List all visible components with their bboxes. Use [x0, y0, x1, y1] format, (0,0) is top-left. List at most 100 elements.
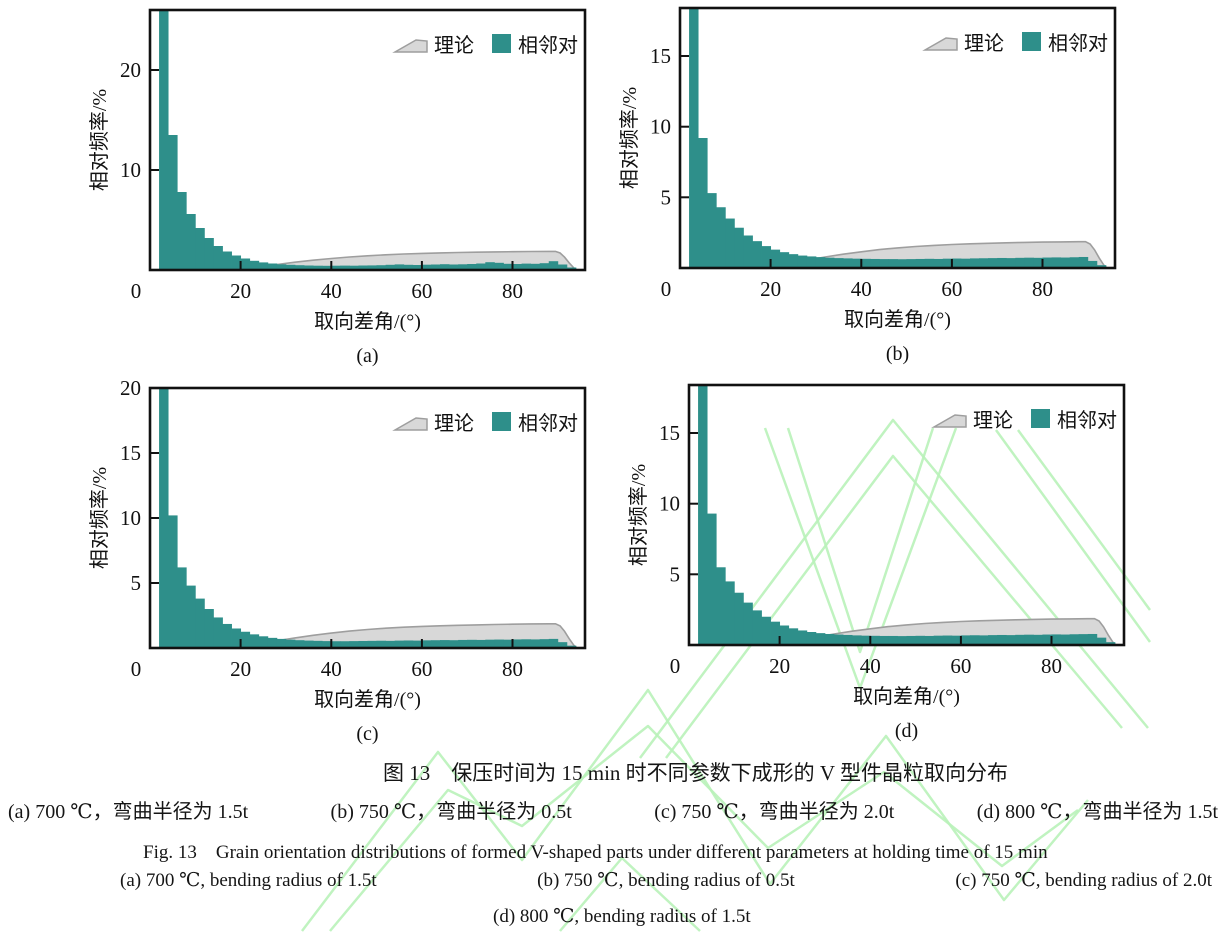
chart-panel-d: 0 20 40 60 80 5 10 15 相对频率/% 取向差角/(°) (d) 理论 相邻对	[627, 383, 1126, 742]
histogram-bar	[322, 641, 332, 648]
histogram-bar	[267, 637, 278, 648]
histogram-bar	[267, 263, 278, 270]
y-tick-label: 5	[661, 185, 672, 209]
histogram-bar	[285, 639, 296, 648]
histogram-bar	[1060, 257, 1071, 268]
histogram-series	[689, 8, 1107, 268]
histogram-bar	[1096, 265, 1107, 268]
histogram-bar	[557, 264, 568, 270]
histogram-bar	[725, 581, 735, 645]
histogram-bar	[734, 592, 744, 645]
histogram-bar	[879, 635, 889, 645]
legend-theory-swatch	[392, 417, 428, 431]
histogram-bar	[1060, 634, 1071, 645]
histogram-bar	[707, 193, 717, 268]
histogram-bar	[752, 610, 762, 645]
histogram-bar	[548, 638, 559, 648]
x-tick-label: 60	[950, 654, 971, 678]
x-tick-label: 20	[760, 277, 781, 301]
histogram-bar	[951, 258, 962, 268]
histogram-bar	[761, 616, 771, 645]
histogram-bar	[716, 567, 726, 645]
histogram-bar	[385, 640, 396, 648]
y-tick-label: 15	[659, 421, 680, 445]
x-tick-label: 40	[321, 279, 342, 303]
histogram-bar	[276, 264, 287, 270]
plot-box	[678, 6, 1117, 270]
y-tick-label: 15	[650, 44, 671, 68]
histogram-bar	[988, 258, 998, 268]
histogram-bar	[467, 264, 477, 270]
x-tick-label: 0	[131, 657, 142, 681]
histogram-bar	[313, 265, 323, 270]
y-tick-label: 5	[131, 571, 142, 595]
legend-pairs-label: 相邻对	[518, 412, 578, 435]
legend-theory-label: 理论	[973, 409, 1013, 432]
histogram-bar	[168, 135, 178, 270]
y-axis-label: 相对频率/%	[88, 467, 111, 569]
histogram-bar	[788, 254, 799, 268]
histogram-bar	[467, 639, 477, 648]
histogram-bar	[1051, 257, 1062, 268]
histogram-bar	[870, 258, 880, 268]
histogram-bar	[788, 628, 799, 645]
histogram-bar	[997, 257, 1007, 268]
histogram-bar	[924, 635, 935, 645]
y-tick-label: 10	[120, 506, 141, 530]
x-tick-label: 40	[851, 277, 872, 301]
x-tick-label: 80	[1032, 277, 1053, 301]
legend-theory-swatch	[922, 37, 958, 51]
histogram-bar	[494, 262, 504, 270]
histogram-bar	[276, 638, 287, 648]
histogram-bar	[557, 642, 568, 648]
histogram-bar	[159, 388, 169, 648]
histogram-bar	[1078, 256, 1089, 268]
histogram-bar	[960, 635, 971, 645]
histogram-bar	[412, 265, 423, 270]
histogram-bar	[1087, 633, 1098, 645]
y-axis-label: 相对频率/%	[627, 464, 650, 566]
histogram-bar	[430, 640, 441, 648]
histogram-bar	[834, 258, 844, 268]
histogram-bar	[970, 258, 980, 268]
histogram-bar	[258, 636, 269, 648]
histogram-bar	[861, 635, 871, 645]
histogram-bar	[394, 264, 405, 270]
histogram-series	[159, 10, 577, 270]
histogram-bar	[240, 631, 251, 648]
histogram-bar	[707, 513, 717, 645]
histogram-bar	[231, 628, 242, 648]
histogram-bar	[195, 228, 205, 270]
histogram-bar	[698, 385, 708, 645]
histogram-bar	[770, 249, 781, 268]
figure-subcaption-zh: (a) 700 ℃，弯曲半径为 1.5t (b) 750 ℃，弯曲半径为 0.5…	[8, 795, 1218, 824]
x-tick-label: 60	[411, 657, 432, 681]
histogram-bar	[698, 138, 708, 268]
y-axis-label: 相对频率/%	[618, 87, 641, 189]
x-tick-label: 0	[661, 277, 672, 301]
histogram-bar	[743, 602, 753, 645]
histogram-bar	[204, 609, 214, 648]
histogram-bar	[933, 258, 944, 268]
histogram-bar	[834, 634, 844, 645]
x-tick-label: 20	[230, 279, 251, 303]
histogram-bar	[815, 257, 826, 268]
subcaption-en-c: (c) 750 ℃, bending radius of 2.0t	[955, 870, 1212, 891]
legend-pairs-swatch	[492, 412, 511, 431]
histogram-bar	[548, 261, 559, 270]
histogram-bar	[979, 635, 989, 645]
histogram-bar	[1069, 634, 1080, 645]
histogram-bar	[222, 623, 232, 648]
histogram-bar	[249, 634, 260, 648]
histogram-bar	[494, 639, 504, 648]
histogram-bar	[1033, 257, 1043, 268]
x-tick-label: 20	[230, 657, 251, 681]
histogram-bar	[285, 264, 296, 270]
legend-pairs-swatch	[1022, 32, 1041, 51]
legend-pairs-label: 相邻对	[1057, 409, 1117, 432]
subcaption-zh-d: (d) 800 ℃，弯曲半径为 1.5t	[976, 801, 1218, 823]
histogram-bar	[458, 639, 468, 648]
histogram-bar	[240, 258, 251, 270]
histogram-bar	[779, 625, 790, 645]
